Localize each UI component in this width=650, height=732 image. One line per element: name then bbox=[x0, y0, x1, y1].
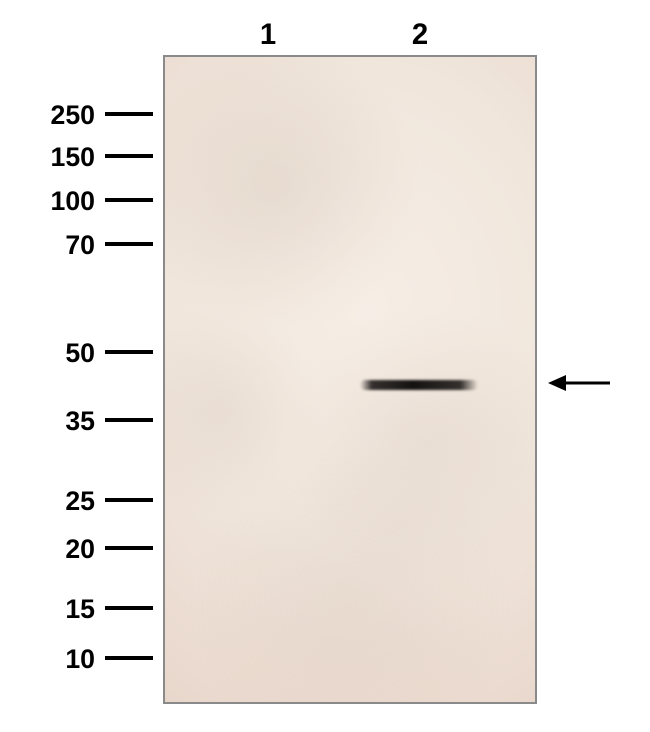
mw-label-20: 20 bbox=[65, 534, 95, 565]
arrow-icon bbox=[548, 373, 612, 393]
mw-tick-25 bbox=[105, 498, 153, 502]
mw-label-10: 10 bbox=[65, 644, 95, 675]
mw-label-15: 15 bbox=[65, 594, 95, 625]
mw-tick-50 bbox=[105, 350, 153, 354]
mw-tick-10 bbox=[105, 656, 153, 660]
western-blot-figure: 1 2 250 150 100 70 50 35 25 20 15 10 bbox=[0, 0, 650, 732]
mw-label-70: 70 bbox=[65, 230, 95, 261]
band-lane2-43kda bbox=[360, 380, 478, 390]
mw-label-100: 100 bbox=[51, 186, 95, 217]
mw-label-25: 25 bbox=[65, 486, 95, 517]
mw-tick-35 bbox=[105, 418, 153, 422]
mw-label-35: 35 bbox=[65, 406, 95, 437]
lane-label-2: 2 bbox=[412, 18, 428, 52]
mw-tick-150 bbox=[105, 154, 153, 158]
mw-tick-250 bbox=[105, 112, 153, 116]
mw-tick-70 bbox=[105, 242, 153, 246]
mw-label-50: 50 bbox=[65, 338, 95, 369]
blot-background bbox=[165, 57, 535, 702]
mw-label-150: 150 bbox=[51, 142, 95, 173]
mw-label-250: 250 bbox=[51, 100, 95, 131]
blot-membrane bbox=[163, 55, 537, 704]
mw-tick-20 bbox=[105, 546, 153, 550]
band-indicator-arrow bbox=[548, 373, 612, 393]
mw-tick-15 bbox=[105, 606, 153, 610]
lane-label-1: 1 bbox=[260, 18, 276, 52]
mw-tick-100 bbox=[105, 198, 153, 202]
